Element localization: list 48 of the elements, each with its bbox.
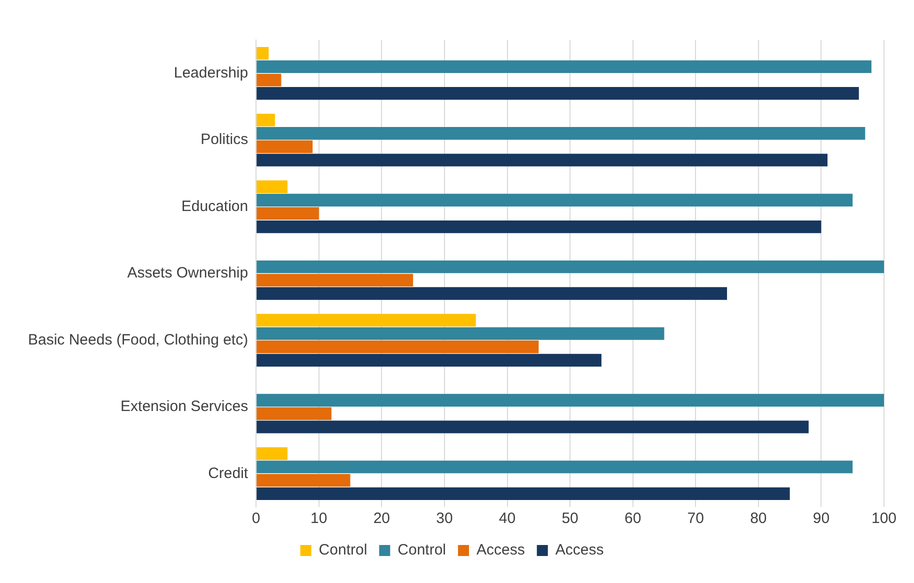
x-tick-label: 30	[436, 510, 453, 528]
y-tick-label: Basic Needs (Food, Clothing etc)	[28, 331, 248, 348]
x-tick-label: 60	[624, 510, 642, 528]
bar	[256, 140, 313, 154]
x-tick-label: 100	[871, 510, 897, 528]
legend-label: Access	[476, 542, 525, 559]
y-tick-label: Assets Ownership	[127, 264, 248, 282]
legend-label: Access	[555, 542, 604, 559]
x-tick-label: 80	[750, 510, 767, 528]
bar	[256, 154, 828, 166]
bar	[256, 87, 859, 100]
x-tick-label: 50	[562, 510, 578, 528]
bar	[256, 447, 288, 460]
legend-label: Control	[398, 542, 446, 559]
bar	[256, 407, 332, 420]
y-tick-label: Credit	[208, 464, 249, 482]
bar	[256, 487, 790, 500]
bar	[256, 74, 282, 86]
bar	[256, 220, 822, 234]
bar	[256, 274, 414, 287]
bar	[256, 260, 884, 274]
bar	[256, 127, 866, 140]
bar	[256, 327, 664, 340]
x-tick-label: 20	[373, 510, 390, 528]
bar	[256, 194, 853, 206]
x-tick-label: 0	[252, 510, 260, 528]
y-tick-label: Extension Services	[120, 398, 248, 416]
y-tick-label: Education	[181, 198, 248, 215]
bar	[256, 60, 872, 74]
bar	[256, 420, 809, 434]
bar	[256, 207, 319, 220]
bar	[256, 394, 884, 407]
bar	[256, 114, 275, 126]
legend-label: Control	[318, 542, 368, 559]
bar	[256, 460, 853, 474]
bar	[256, 180, 288, 194]
bar	[256, 287, 728, 300]
x-tick-label: 10	[310, 510, 328, 528]
y-tick-label: Politics	[200, 131, 248, 148]
bar	[256, 474, 350, 487]
bar	[256, 47, 269, 60]
bar	[256, 314, 476, 327]
x-tick-label: 90	[812, 510, 830, 528]
x-tick-label: 70	[687, 510, 704, 528]
bar	[256, 340, 539, 354]
x-tick-label: 40	[498, 510, 516, 528]
y-tick-label: Leadership	[174, 64, 248, 82]
bar	[256, 354, 602, 367]
